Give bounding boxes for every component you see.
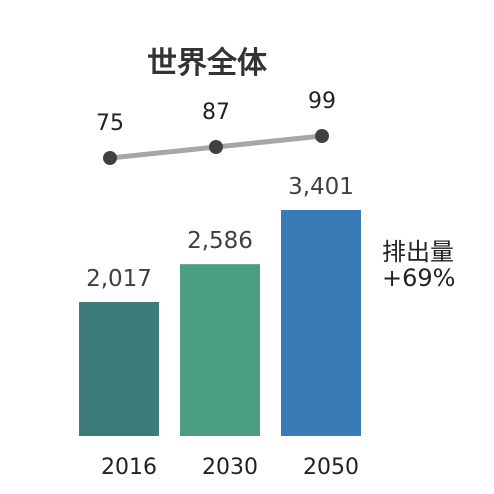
chart-title: 世界全体 <box>147 46 267 81</box>
x-tick-label: 2030 <box>202 455 258 480</box>
annotation-label: 排出量 <box>382 238 454 266</box>
x-tick-label: 2050 <box>303 455 359 480</box>
index-marker <box>209 140 223 154</box>
bar-2030 <box>180 264 260 436</box>
bar-2016 <box>79 301 159 436</box>
index-value-label: 99 <box>308 89 336 114</box>
bar-value-label: 2,017 <box>86 266 152 292</box>
annotation-change: +69% <box>382 264 456 292</box>
bar-value-label: 2,586 <box>187 228 253 254</box>
index-value-label: 87 <box>202 100 230 125</box>
bar-2050 <box>281 210 361 436</box>
x-tick-label: 2016 <box>101 455 157 480</box>
index-marker <box>315 129 329 143</box>
index-value-label: 75 <box>96 111 124 136</box>
index-marker <box>103 151 117 165</box>
bar-value-label: 3,401 <box>288 174 354 200</box>
